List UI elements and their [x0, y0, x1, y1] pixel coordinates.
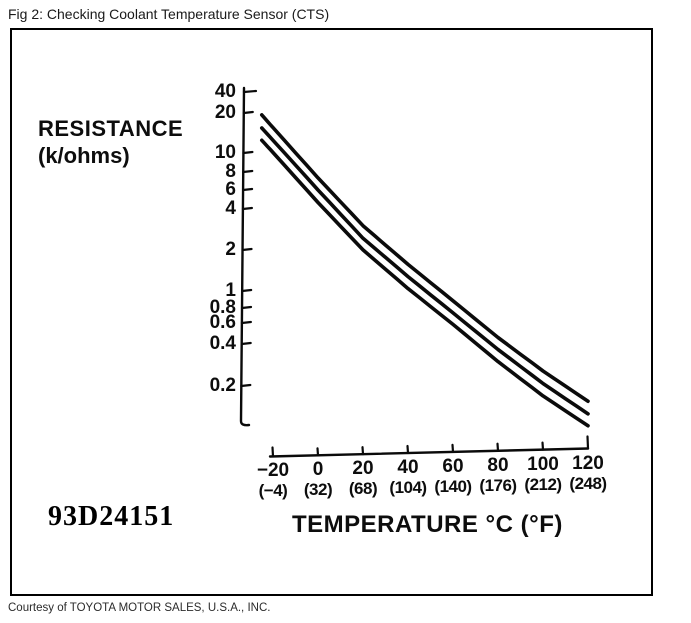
x-tick-mark: [361, 446, 365, 456]
y-tick-label: 0.4: [209, 333, 236, 354]
x-tick-mark: [271, 446, 275, 458]
y-tick-label: 8: [225, 161, 236, 182]
x-tick-label-celsius: 120: [572, 453, 604, 475]
x-tick-mark: [496, 442, 500, 452]
y-tick-label: 40: [214, 81, 236, 102]
x-tick-label-fahrenheit: (212): [524, 475, 562, 495]
x-tick-mark: [541, 441, 545, 451]
x-tick-label-celsius: 100: [527, 454, 559, 476]
x-tick-label-celsius: 20: [352, 458, 374, 480]
footer-credit: Courtesy of TOYOTA MOTOR SALES, U.S.A., …: [8, 602, 271, 614]
y-tick-mark: [241, 247, 253, 252]
x-tick-mark: [586, 435, 590, 450]
y-tick-label: 0.6: [209, 312, 236, 333]
x-tick-label-celsius: 60: [442, 456, 464, 478]
y-tick-mark: [242, 110, 254, 115]
y-axis-line: [239, 86, 251, 427]
x-tick-label-celsius: −20: [256, 460, 290, 481]
y-tick-mark: [240, 341, 252, 346]
x-axis-line: [268, 447, 590, 458]
resistance-curve-middle: [260, 126, 590, 416]
figure-caption: Fig 2: Checking Coolant Temperature Sens…: [8, 6, 330, 22]
y-tick-mark: [240, 383, 252, 388]
x-tick-label-celsius: 0: [312, 459, 324, 480]
y-tick-label: 0.2: [209, 375, 236, 396]
x-tick-label-celsius: 40: [397, 457, 419, 479]
y-tick-label: 10: [214, 142, 236, 163]
resistance-curve-upper: [260, 113, 590, 404]
figure-border-box: [10, 28, 653, 596]
x-tick-label-fahrenheit: (104): [389, 478, 427, 498]
x-tick-label-fahrenheit: (176): [479, 476, 517, 496]
y-axis-title-line2: (k/ohms): [38, 143, 130, 168]
y-tick-mark: [242, 89, 258, 94]
y-tick-label: 0.8: [209, 297, 236, 318]
y-tick-mark: [240, 305, 253, 310]
y-tick-mark: [241, 288, 253, 293]
x-tick-label-celsius: 80: [487, 455, 509, 477]
x-tick-mark: [406, 444, 410, 455]
y-tick-label: 4: [225, 198, 236, 219]
y-tick-mark: [241, 206, 254, 211]
y-tick-label: 2: [225, 239, 236, 260]
y-tick-label: 6: [225, 179, 236, 200]
figure-code: 93D24151: [48, 501, 175, 532]
x-tick-label-fahrenheit: (−4): [258, 481, 288, 500]
y-axis-title-line1: RESISTANCE: [38, 116, 184, 141]
y-tick-label: 1: [225, 280, 236, 301]
y-tick-mark: [242, 150, 254, 155]
x-tick-label-fahrenheit: (140): [434, 477, 472, 497]
x-tick-label-fahrenheit: (248): [569, 474, 607, 494]
x-axis-title: TEMPERATURE °C (°F): [292, 511, 563, 538]
y-tick-mark: [241, 187, 254, 192]
y-tick-mark: [242, 169, 254, 174]
y-tick-mark: [240, 320, 252, 325]
x-tick-label-fahrenheit: (68): [348, 479, 378, 499]
x-tick-label-fahrenheit: (32): [303, 480, 333, 499]
x-tick-mark: [316, 447, 320, 457]
y-tick-label: 20: [214, 102, 236, 123]
resistance-curve-lower: [260, 138, 590, 428]
x-tick-mark: [451, 443, 455, 453]
